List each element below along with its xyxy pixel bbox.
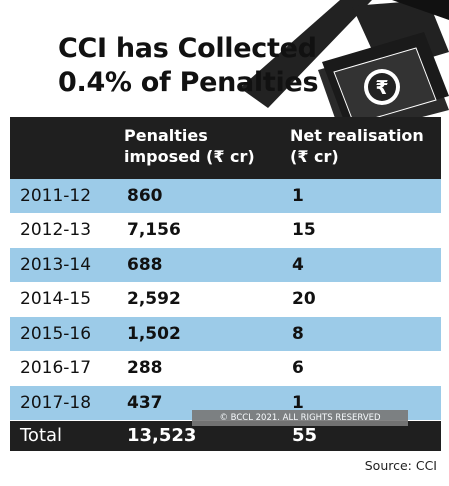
penalties-cell: 688 (127, 254, 163, 275)
year-cell: 2011-12 (20, 185, 92, 206)
table-row: 2011-12 860 1 (10, 179, 441, 214)
penalties-cell: 288 (127, 358, 163, 379)
title-line-1: CCI has Collected (58, 33, 317, 64)
table-header: Penalties imposed (₹ cr) Net realisation… (10, 117, 441, 179)
total-label: Total (20, 425, 63, 446)
source-note: Source: CCI (364, 458, 437, 473)
net-realisation-cell: 6 (292, 358, 304, 379)
year-cell: 2015-16 (20, 323, 92, 344)
table-row: 2014-15 2,592 20 (10, 282, 441, 317)
net-realisation-cell: 8 (292, 323, 304, 344)
penalties-cell: 437 (127, 392, 163, 413)
year-cell: 2016-17 (20, 358, 92, 379)
year-cell: 2014-15 (20, 289, 92, 310)
penalties-cell: 860 (127, 185, 163, 206)
column-header-net-realisation: Net realisation (₹ cr) (290, 126, 424, 166)
total-penalties: 13,523 (127, 425, 197, 446)
penalties-cell: 2,592 (127, 289, 181, 310)
table-row: 2012-13 7,156 15 (10, 213, 441, 248)
penalties-cell: 7,156 (127, 220, 181, 241)
year-cell: 2012-13 (20, 220, 92, 241)
copyright-watermark: © BCCL 2021. ALL RIGHTS RESERVED (192, 410, 408, 426)
column-header-penalties: Penalties imposed (₹ cr) (124, 126, 255, 166)
year-cell: 2017-18 (20, 392, 92, 413)
table-row: 2013-14 688 4 (10, 248, 441, 283)
net-realisation-cell: 4 (292, 254, 304, 275)
year-cell: 2013-14 (20, 254, 92, 275)
table-row: 2016-17 288 6 (10, 351, 441, 386)
net-realisation-cell: 1 (292, 185, 304, 206)
total-net-realisation: 55 (292, 425, 318, 446)
table-row: 2015-16 1,502 8 (10, 317, 441, 352)
penalties-table: Penalties imposed (₹ cr) Net realisation… (10, 117, 441, 451)
title-line-2: 0.4% of Penalties (58, 67, 319, 98)
net-realisation-cell: 1 (292, 392, 304, 413)
net-realisation-cell: 15 (292, 220, 316, 241)
svg-text:₹: ₹ (375, 77, 388, 99)
net-realisation-cell: 20 (292, 289, 316, 310)
chart-title: CCI has Collected 0.4% of Penalties (58, 32, 319, 100)
penalties-cell: 1,502 (127, 323, 181, 344)
